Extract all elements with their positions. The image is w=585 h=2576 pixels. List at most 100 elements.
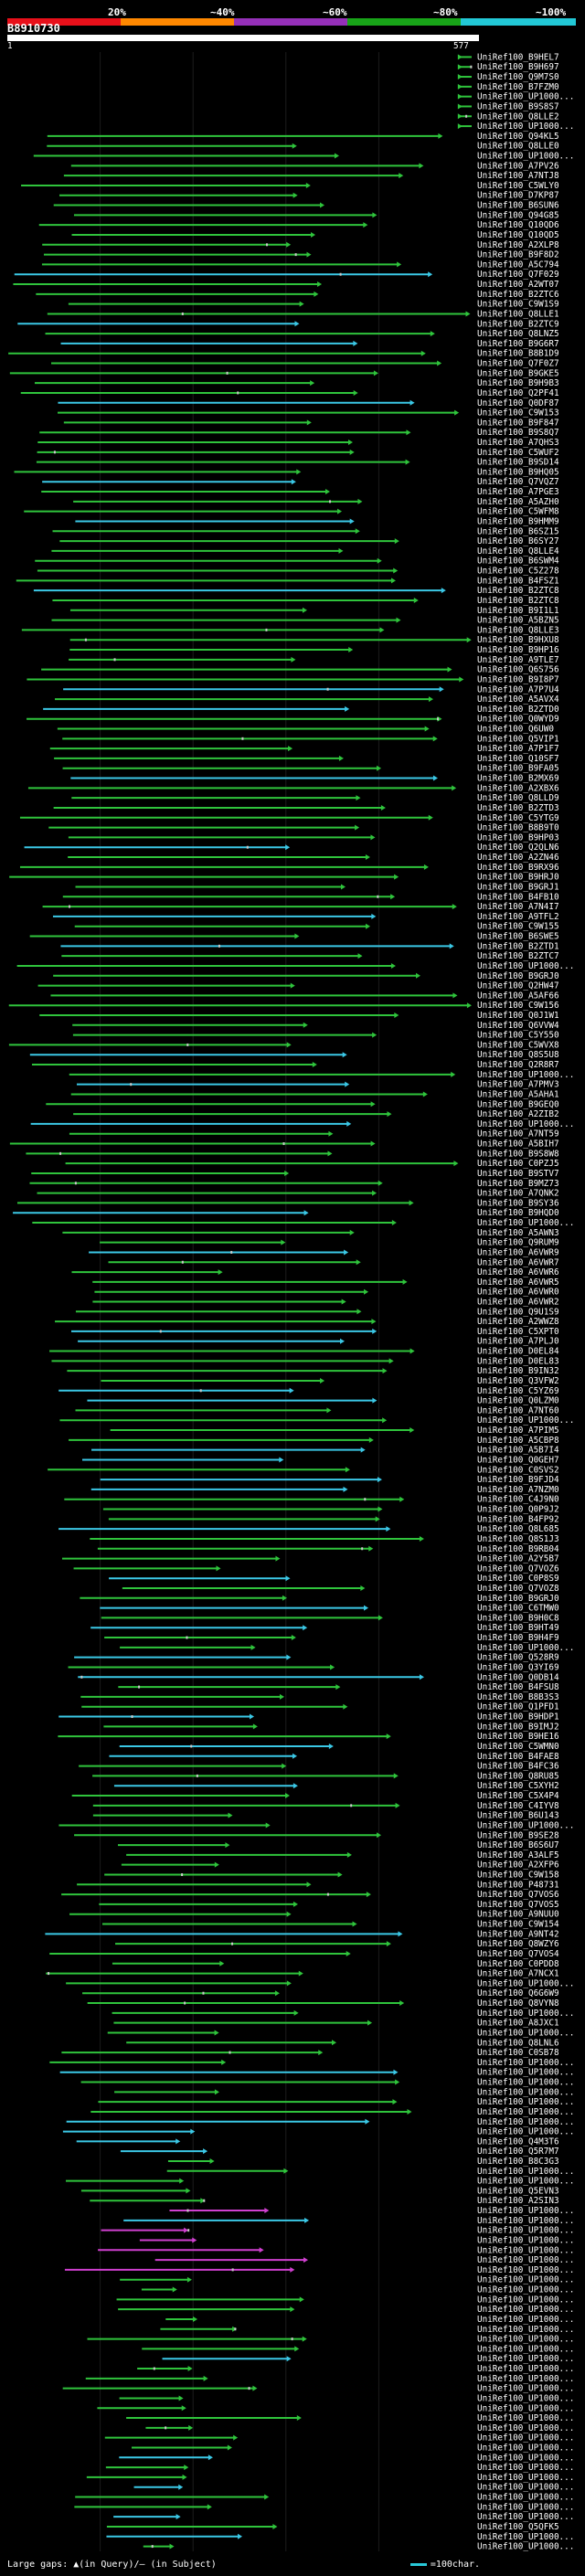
hit-id-link[interactable]: UniRef100_B9IMJ2 bbox=[477, 1722, 559, 1732]
hit-id-link[interactable]: UniRef100_Q10SF7 bbox=[477, 754, 559, 764]
hit-id-link[interactable]: UniRef100_B9S8W8 bbox=[477, 1149, 559, 1159]
hit-id-link[interactable]: UniRef100_UP1000... bbox=[477, 2087, 574, 2097]
hit-id-link[interactable]: UniRef100_UP1000... bbox=[477, 2542, 574, 2552]
hit-id-link[interactable]: UniRef100_C9W153 bbox=[477, 408, 559, 419]
hit-id-link[interactable]: UniRef100_C4IYV8 bbox=[477, 1801, 559, 1811]
hit-id-link[interactable]: UniRef100_B8B9T0 bbox=[477, 823, 559, 833]
hit-id-link[interactable]: UniRef100_B9FJD4 bbox=[477, 1475, 559, 1485]
hit-id-link[interactable]: UniRef100_Q2PF41 bbox=[477, 388, 559, 398]
hit-id-link[interactable]: UniRef100_Q8WZY6 bbox=[477, 1939, 559, 1949]
hit-id-link[interactable]: UniRef100_Q94G85 bbox=[477, 210, 559, 220]
hit-id-link[interactable]: UniRef100_C5WVX8 bbox=[477, 1040, 559, 1050]
hit-id-link[interactable]: UniRef100_C5Z278 bbox=[477, 567, 559, 577]
hit-id-link[interactable]: UniRef100_A2ZIB2 bbox=[477, 1109, 559, 1119]
hit-id-link[interactable]: UniRef100_UP1000... bbox=[477, 2354, 574, 2364]
hit-id-link[interactable]: UniRef100_B9GEQ0 bbox=[477, 1099, 559, 1109]
hit-id-link[interactable]: UniRef100_B6SY27 bbox=[477, 536, 559, 546]
hit-id-link[interactable]: UniRef100_B8C3G3 bbox=[477, 2157, 559, 2167]
hit-id-link[interactable]: UniRef100_B9HMM9 bbox=[477, 516, 559, 526]
hit-id-link[interactable]: UniRef100_C0P8S9 bbox=[477, 1574, 559, 1584]
hit-id-link[interactable]: UniRef100_UP1000... bbox=[477, 1978, 574, 1988]
hit-id-link[interactable]: UniRef100_UP1000... bbox=[477, 1415, 574, 1426]
hit-id-link[interactable]: UniRef100_UP1000... bbox=[477, 2325, 574, 2335]
hit-id-link[interactable]: UniRef100_C0SB78 bbox=[477, 2048, 559, 2058]
hit-id-link[interactable]: UniRef100_A7PIM5 bbox=[477, 1426, 559, 1436]
hit-id-link[interactable]: UniRef100_Q8S5U8 bbox=[477, 1050, 559, 1060]
hit-id-link[interactable]: UniRef100_A3ALF5 bbox=[477, 1850, 559, 1860]
hit-id-link[interactable]: UniRef100_B9HEL7 bbox=[477, 52, 559, 62]
hit-id-link[interactable]: UniRef100_A9NT42 bbox=[477, 1929, 559, 1939]
hit-id-link[interactable]: UniRef100_A5AF66 bbox=[477, 991, 559, 1001]
hit-id-link[interactable]: UniRef100_UP1000... bbox=[477, 122, 574, 132]
hit-id-link[interactable]: UniRef100_B9HQD0 bbox=[477, 1208, 559, 1218]
hit-id-link[interactable]: UniRef100_UP1000... bbox=[477, 152, 574, 162]
hit-id-link[interactable]: UniRef100_C0PDD8 bbox=[477, 1959, 559, 1969]
hit-id-link[interactable]: UniRef100_A5BIH7 bbox=[477, 1140, 559, 1150]
hit-id-link[interactable]: UniRef100_B9GKE5 bbox=[477, 368, 559, 378]
hit-id-link[interactable]: UniRef100_B9S8Q7 bbox=[477, 428, 559, 438]
hit-id-link[interactable]: UniRef100_A9NUU0 bbox=[477, 1910, 559, 1920]
hit-id-link[interactable]: UniRef100_A7NT60 bbox=[477, 1405, 559, 1415]
hit-id-link[interactable]: UniRef100_B9I8P7 bbox=[477, 674, 559, 684]
hit-id-link[interactable]: UniRef100_UP1000... bbox=[477, 92, 574, 102]
hit-id-link[interactable]: UniRef100_B6SZ15 bbox=[477, 526, 559, 536]
hit-id-link[interactable]: UniRef100_UP1000... bbox=[477, 2078, 574, 2088]
hit-id-link[interactable]: UniRef100_Q10QD5 bbox=[477, 230, 559, 240]
hit-id-link[interactable]: UniRef100_UP1000... bbox=[477, 2483, 574, 2493]
hit-id-link[interactable]: UniRef100_A7NCX1 bbox=[477, 1969, 559, 1979]
hit-id-link[interactable]: UniRef100_A6VWR6 bbox=[477, 1267, 559, 1277]
hit-id-link[interactable]: UniRef100_A7P7U4 bbox=[477, 684, 559, 694]
hit-id-link[interactable]: UniRef100_B9HP16 bbox=[477, 645, 559, 655]
hit-id-link[interactable]: UniRef100_UP1000... bbox=[477, 2384, 574, 2394]
hit-id-link[interactable]: UniRef100_Q8LLE3 bbox=[477, 625, 559, 635]
hit-id-link[interactable]: UniRef100_UP1000... bbox=[477, 2473, 574, 2483]
hit-id-link[interactable]: UniRef100_B4FAE8 bbox=[477, 1752, 559, 1762]
hit-id-link[interactable]: UniRef100_A9TFL2 bbox=[477, 912, 559, 922]
hit-id-link[interactable]: UniRef100_B9FA05 bbox=[477, 764, 559, 774]
hit-id-link[interactable]: UniRef100_Q7VQZ7 bbox=[477, 477, 559, 487]
hit-id-link[interactable]: UniRef100_C9W154 bbox=[477, 1920, 559, 1930]
hit-id-link[interactable]: UniRef100_UP1000... bbox=[477, 1119, 574, 1129]
hit-id-link[interactable]: UniRef100_A2Y5B7 bbox=[477, 1554, 559, 1564]
hit-id-link[interactable]: UniRef100_UP1000... bbox=[477, 2295, 574, 2305]
hit-id-link[interactable]: UniRef100_A6VWR2 bbox=[477, 1298, 559, 1308]
hit-id-link[interactable]: UniRef100_Q9U1S9 bbox=[477, 1307, 559, 1317]
hit-id-link[interactable]: UniRef100_Q5EVN3 bbox=[477, 2186, 559, 2196]
hit-id-link[interactable]: UniRef100_UP1000... bbox=[477, 1218, 574, 1228]
hit-id-link[interactable]: UniRef100_UP1000... bbox=[477, 2532, 574, 2542]
hit-id-link[interactable]: UniRef100_UP1000... bbox=[477, 2117, 574, 2127]
hit-id-link[interactable]: UniRef100_UP1000... bbox=[477, 2285, 574, 2295]
hit-id-link[interactable]: UniRef100_Q8VYN8 bbox=[477, 1998, 559, 2009]
hit-id-link[interactable]: UniRef100_A5AZH0 bbox=[477, 497, 559, 507]
hit-id-link[interactable]: UniRef100_B6SUN6 bbox=[477, 201, 559, 211]
hit-id-link[interactable]: UniRef100_A2WWZ8 bbox=[477, 1317, 559, 1327]
hit-id-link[interactable]: UniRef100_Q9RUM9 bbox=[477, 1238, 559, 1248]
hit-id-link[interactable]: UniRef100_A2SIN3 bbox=[477, 2196, 559, 2206]
hit-id-link[interactable]: UniRef100_UP1000... bbox=[477, 2009, 574, 2019]
hit-id-link[interactable]: UniRef100_B9SE28 bbox=[477, 1830, 559, 1840]
hit-id-link[interactable]: UniRef100_UP1000... bbox=[477, 1070, 574, 1080]
hit-id-link[interactable]: UniRef100_C9W158 bbox=[477, 1870, 559, 1880]
hit-id-link[interactable]: UniRef100_UP1000... bbox=[477, 2167, 574, 2177]
hit-id-link[interactable]: UniRef100_B9HRJ0 bbox=[477, 873, 559, 883]
hit-id-link[interactable]: UniRef100_Q0P9J2 bbox=[477, 1505, 559, 1515]
hit-id-link[interactable]: UniRef100_UP1000... bbox=[477, 2443, 574, 2453]
hit-id-link[interactable]: UniRef100_UP1000... bbox=[477, 2335, 574, 2345]
hit-id-link[interactable]: UniRef100_B9GRJ0 bbox=[477, 971, 559, 981]
hit-id-link[interactable]: UniRef100_Q8LNZ5 bbox=[477, 329, 559, 339]
hit-id-link[interactable]: UniRef100_C9W1S9 bbox=[477, 300, 559, 310]
hit-id-link[interactable]: UniRef100_Q9M7S0 bbox=[477, 72, 559, 82]
hit-id-link[interactable]: UniRef100_UP1000... bbox=[477, 2493, 574, 2503]
hit-id-link[interactable]: UniRef100_B4FC36 bbox=[477, 1762, 559, 1772]
hit-id-link[interactable]: UniRef100_Q5VIP1 bbox=[477, 734, 559, 744]
hit-id-link[interactable]: UniRef100_C5WLY0 bbox=[477, 181, 559, 191]
hit-id-link[interactable]: UniRef100_A2XLP8 bbox=[477, 240, 559, 250]
hit-id-link[interactable]: UniRef100_B2ZTC7 bbox=[477, 951, 559, 961]
hit-id-link[interactable]: UniRef100_Q8LLE2 bbox=[477, 111, 559, 122]
hit-id-link[interactable]: UniRef100_UP1000... bbox=[477, 2265, 574, 2275]
hit-id-link[interactable]: UniRef100_Q5R7M7 bbox=[477, 2147, 559, 2157]
hit-id-link[interactable]: UniRef100_UP1000... bbox=[477, 2344, 574, 2354]
hit-id-link[interactable]: UniRef100_C5XPT0 bbox=[477, 1327, 559, 1337]
hit-id-link[interactable]: UniRef100_UP1000... bbox=[477, 2453, 574, 2463]
hit-id-link[interactable]: UniRef100_B9IN32 bbox=[477, 1366, 559, 1376]
